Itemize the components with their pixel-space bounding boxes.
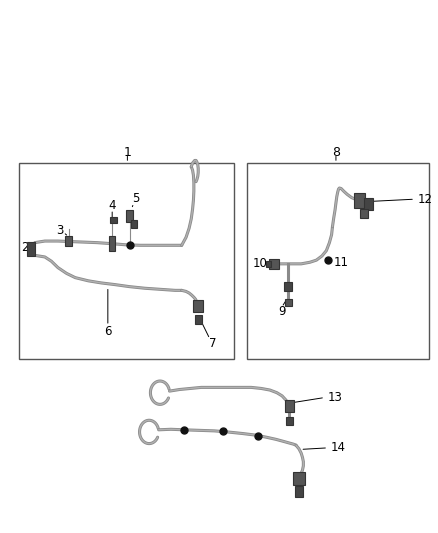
FancyBboxPatch shape	[110, 216, 117, 223]
FancyBboxPatch shape	[126, 211, 133, 222]
FancyBboxPatch shape	[27, 243, 35, 256]
FancyBboxPatch shape	[194, 301, 203, 312]
Text: 5: 5	[132, 192, 140, 205]
Text: 11: 11	[334, 256, 349, 269]
FancyBboxPatch shape	[109, 236, 115, 251]
FancyBboxPatch shape	[266, 261, 271, 267]
Text: 6: 6	[104, 325, 112, 338]
FancyBboxPatch shape	[364, 198, 373, 210]
FancyBboxPatch shape	[293, 472, 305, 486]
FancyBboxPatch shape	[295, 486, 304, 497]
Bar	[247, 163, 429, 359]
Text: 4: 4	[109, 199, 116, 212]
Text: 3: 3	[57, 224, 64, 237]
FancyBboxPatch shape	[354, 193, 365, 208]
Text: 1: 1	[124, 146, 131, 159]
FancyBboxPatch shape	[269, 259, 279, 269]
Text: 13: 13	[327, 391, 342, 404]
FancyBboxPatch shape	[285, 299, 292, 306]
Text: 12: 12	[417, 192, 433, 206]
FancyBboxPatch shape	[195, 315, 201, 324]
Text: 9: 9	[279, 305, 286, 318]
FancyBboxPatch shape	[360, 209, 368, 217]
FancyBboxPatch shape	[131, 220, 137, 228]
Text: 7: 7	[209, 337, 217, 350]
FancyBboxPatch shape	[285, 400, 294, 412]
Text: 8: 8	[332, 146, 340, 159]
Text: 2: 2	[21, 241, 29, 254]
Text: 10: 10	[252, 257, 267, 270]
FancyBboxPatch shape	[286, 417, 293, 424]
Text: 14: 14	[331, 441, 346, 454]
FancyBboxPatch shape	[284, 282, 292, 292]
FancyBboxPatch shape	[65, 236, 72, 246]
Bar	[19, 163, 234, 359]
